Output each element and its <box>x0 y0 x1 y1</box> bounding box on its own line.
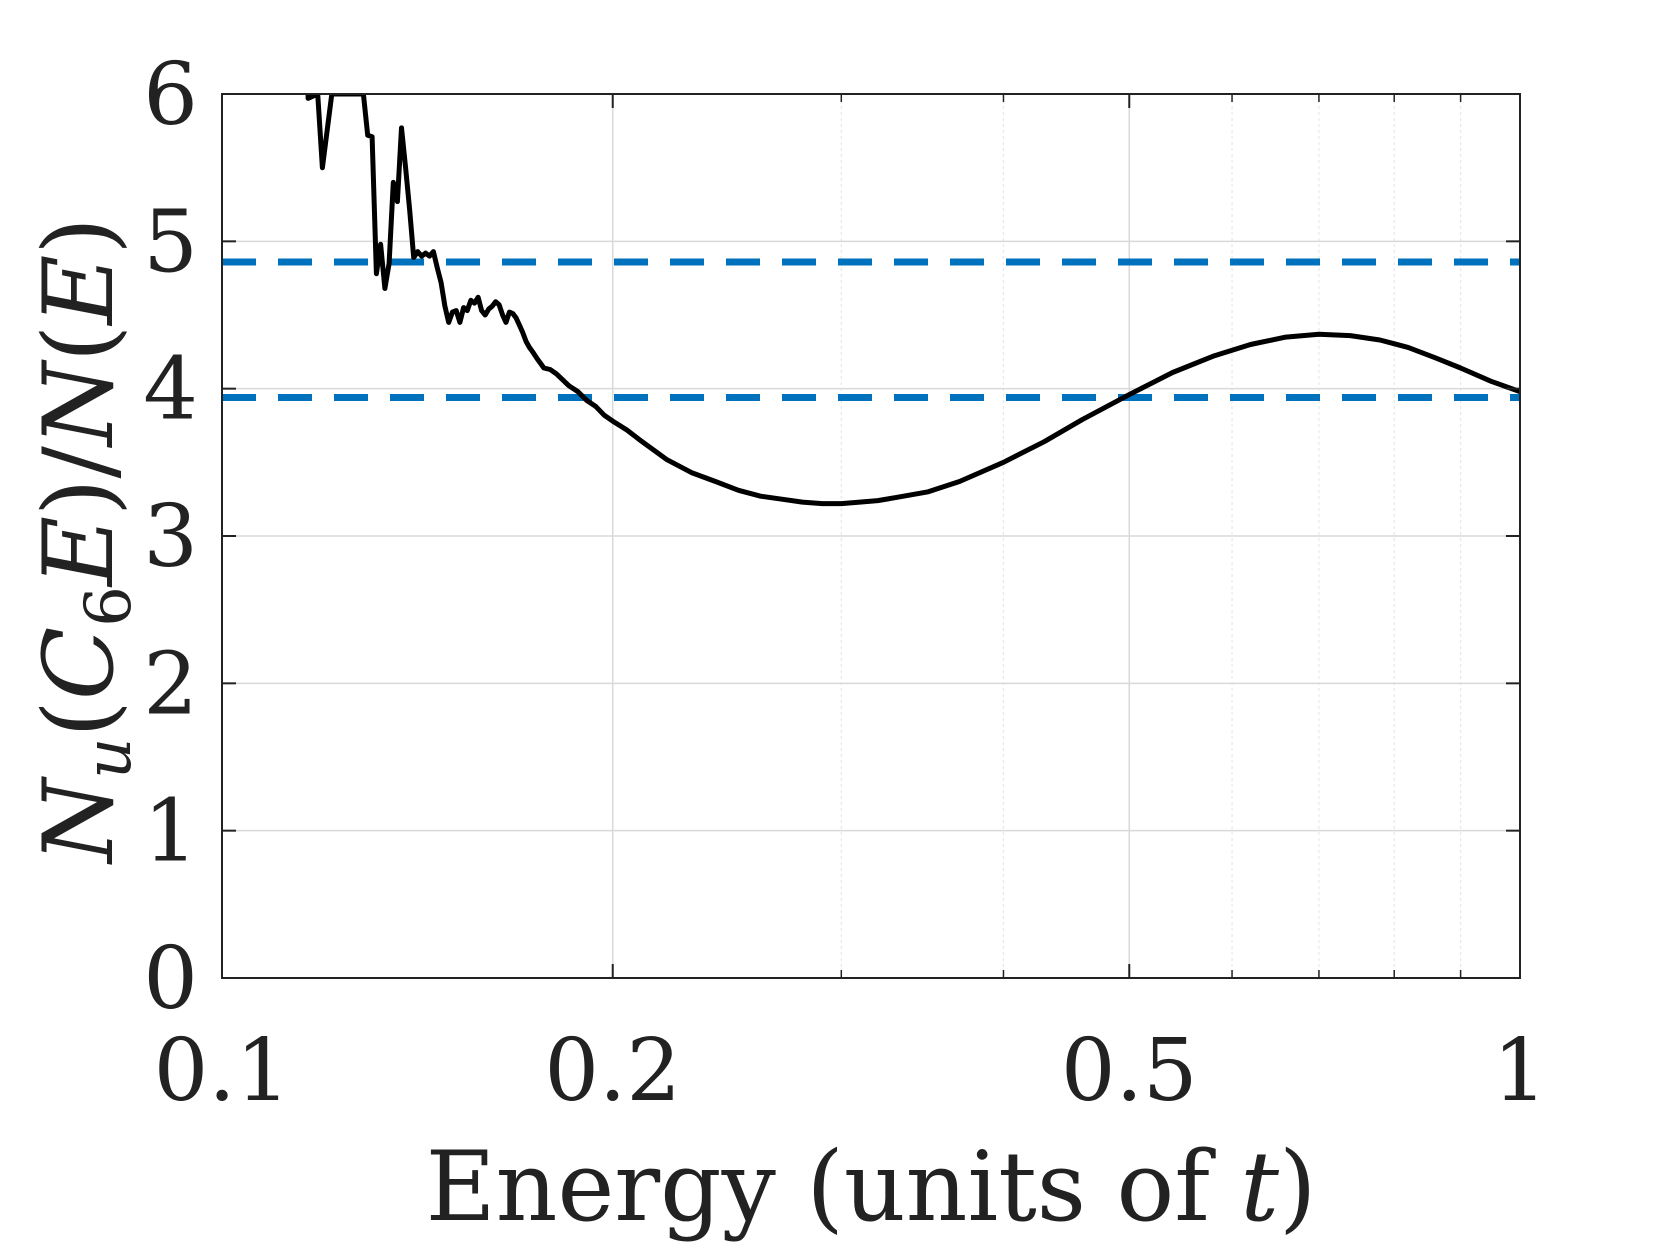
y-tick-label: 0 <box>143 929 198 1029</box>
y-axis-label: Nu(C6E)/N(E) <box>23 217 146 865</box>
data-curves <box>305 94 1520 507</box>
y-tick-label: 5 <box>143 192 198 292</box>
x-tick-label: 0.5 <box>1061 1021 1198 1121</box>
y-tick-label: 6 <box>143 45 198 145</box>
y-tick-label: 1 <box>143 782 198 882</box>
x-axis-label: Energy (units of t) <box>426 1131 1317 1243</box>
y-tick-label: 3 <box>143 487 198 587</box>
reference-lines <box>222 258 1520 402</box>
y-tick-labels: 0 1 2 3 4 5 6 <box>143 45 198 1029</box>
tick-marks <box>221 93 1521 979</box>
x-tick-labels: 0.1 0.2 0.5 1 <box>154 1021 1548 1121</box>
series-ratio <box>305 94 1520 507</box>
y-tick-label: 4 <box>143 340 198 440</box>
y-tick-label: 2 <box>143 634 198 734</box>
x-tick-label: 0.2 <box>544 1021 681 1121</box>
x-tick-label: 1 <box>1493 1021 1548 1121</box>
x-tick-label: 0.1 <box>154 1021 291 1121</box>
